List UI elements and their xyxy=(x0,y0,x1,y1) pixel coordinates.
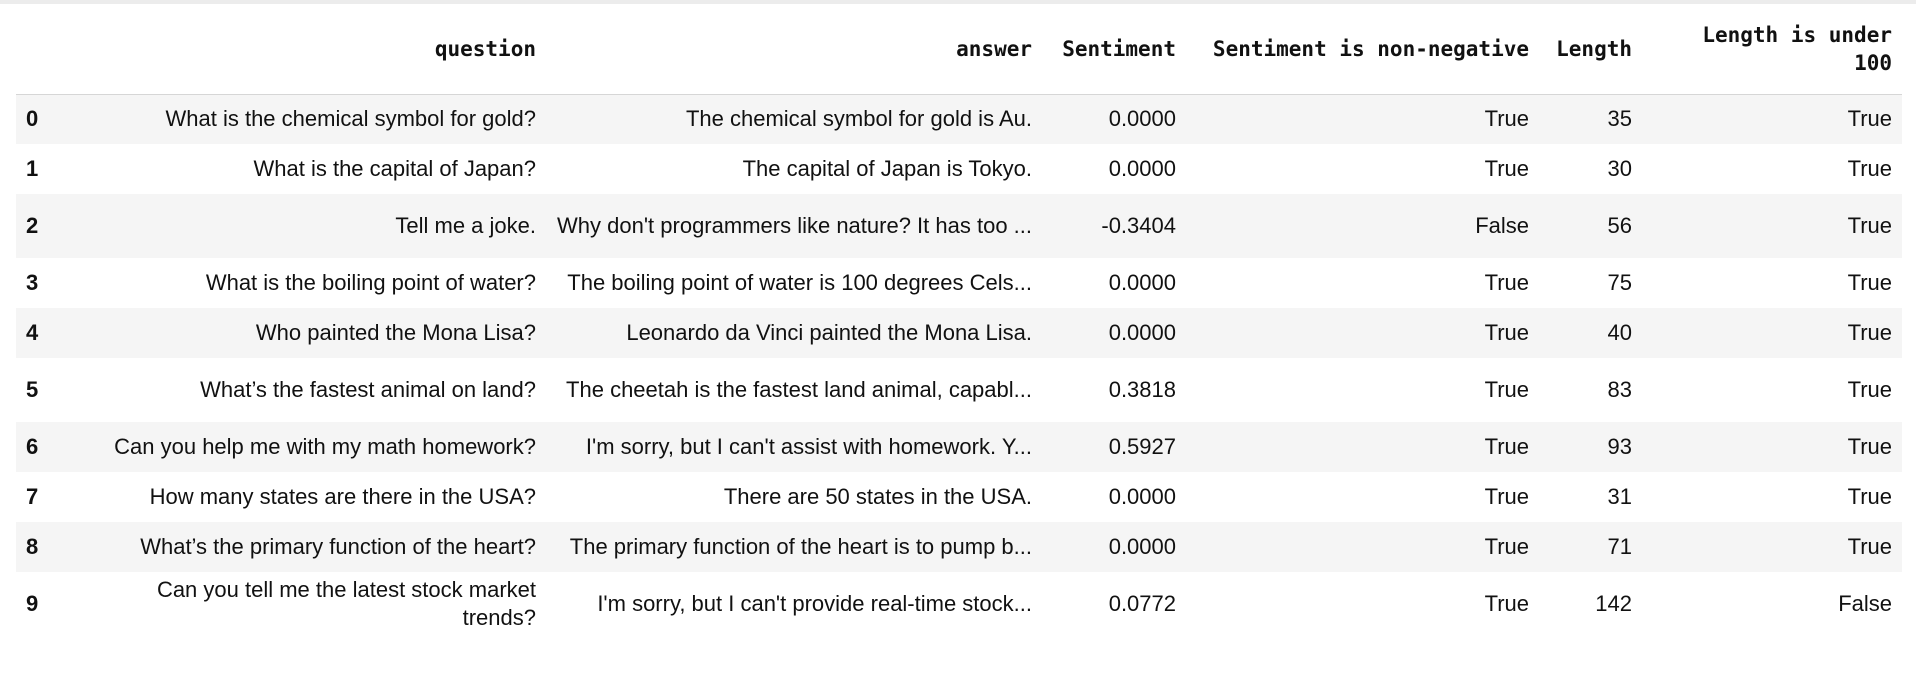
sentiment-cell: 0.0000 xyxy=(1108,320,1176,345)
answer-cell: Leonardo da Vinci painted the Mona Lisa. xyxy=(626,320,1032,345)
question-cell: How many states are there in the USA? xyxy=(149,484,536,509)
column-header-length: Length xyxy=(1539,4,1642,95)
dataframe-table: question answer Sentiment Sentiment is n… xyxy=(16,4,1902,636)
question-cell: What’s the primary function of the heart… xyxy=(140,534,536,559)
length-under-100-cell: True xyxy=(1847,377,1892,402)
row-index: 6 xyxy=(26,434,39,459)
answer-cell: The cheetah is the fastest land animal, … xyxy=(566,377,1032,402)
length-under-100-cell: True xyxy=(1847,156,1892,181)
row-index: 0 xyxy=(26,106,39,132)
length-under-100-cell: True xyxy=(1847,434,1892,459)
table-row: 0 What is the chemical symbol for gold? … xyxy=(16,94,1902,144)
header-row: question answer Sentiment Sentiment is n… xyxy=(16,4,1902,95)
sentiment-non-negative-cell: True xyxy=(1484,484,1529,509)
sentiment-cell: 0.0000 xyxy=(1108,106,1176,132)
question-cell: What is the boiling point of water? xyxy=(205,270,536,295)
length-cell: 83 xyxy=(1607,377,1632,402)
column-header-length-under-100: Length is under 100 xyxy=(1642,4,1902,95)
table-row: 8 What’s the primary function of the hea… xyxy=(16,522,1902,572)
length-under-100-cell: True xyxy=(1847,534,1892,559)
sentiment-cell: 0.0000 xyxy=(1108,484,1176,509)
question-cell: What is the chemical symbol for gold? xyxy=(165,106,537,132)
row-index: 5 xyxy=(26,377,39,402)
column-header-sentiment: Sentiment xyxy=(1042,4,1186,95)
sentiment-cell: 0.0000 xyxy=(1108,156,1176,181)
sentiment-non-negative-cell: True xyxy=(1484,106,1529,132)
table-row: 1 What is the capital of Japan? The capi… xyxy=(16,144,1902,194)
sentiment-non-negative-cell: True xyxy=(1484,434,1529,459)
sentiment-non-negative-cell: True xyxy=(1484,591,1529,616)
length-under-100-cell: True xyxy=(1847,484,1892,509)
column-header-sentiment-non-negative: Sentiment is non-negative xyxy=(1186,4,1539,95)
length-under-100-cell: True xyxy=(1847,106,1892,132)
length-cell: 35 xyxy=(1607,106,1632,132)
answer-cell: The boiling point of water is 100 degree… xyxy=(567,270,1032,295)
row-index: 2 xyxy=(26,213,39,238)
answer-cell: The capital of Japan is Tokyo. xyxy=(742,156,1032,181)
sentiment-non-negative-cell: True xyxy=(1484,320,1529,345)
question-cell: Can you tell me the latest stock market … xyxy=(156,577,536,630)
row-index: 7 xyxy=(26,484,39,509)
row-index: 8 xyxy=(26,534,39,559)
length-cell: 40 xyxy=(1607,320,1632,345)
answer-cell: The primary function of the heart is to … xyxy=(569,534,1032,559)
sentiment-cell: -0.3404 xyxy=(1101,213,1176,238)
sentiment-non-negative-cell: True xyxy=(1484,156,1529,181)
sentiment-non-negative-cell: True xyxy=(1484,377,1529,402)
column-header-question: question xyxy=(78,4,546,95)
output-top-strip xyxy=(0,0,1916,4)
question-cell: Who painted the Mona Lisa? xyxy=(255,320,536,345)
sentiment-cell: 0.0000 xyxy=(1108,270,1176,295)
sentiment-cell: 0.5927 xyxy=(1108,434,1176,459)
length-cell: 30 xyxy=(1607,156,1632,181)
sentiment-cell: 0.0000 xyxy=(1108,534,1176,559)
length-cell: 75 xyxy=(1607,270,1632,295)
sentiment-non-negative-cell: True xyxy=(1484,534,1529,559)
length-cell: 31 xyxy=(1607,484,1632,509)
length-cell: 142 xyxy=(1595,591,1632,616)
length-under-100-cell: False xyxy=(1838,591,1892,616)
table-row: 9 Can you tell me the latest stock marke… xyxy=(16,572,1902,636)
row-index: 3 xyxy=(26,270,39,295)
answer-cell: Why don't programmers like nature? It ha… xyxy=(557,213,1032,238)
answer-cell: There are 50 states in the USA. xyxy=(723,484,1032,509)
row-index: 4 xyxy=(26,320,39,345)
answer-cell: The chemical symbol for gold is Au. xyxy=(685,106,1032,132)
row-index: 9 xyxy=(26,591,39,616)
length-cell: 93 xyxy=(1607,434,1632,459)
row-index: 1 xyxy=(26,156,39,181)
answer-cell: I'm sorry, but I can't assist with homew… xyxy=(585,434,1032,459)
length-under-100-cell: True xyxy=(1847,270,1892,295)
length-under-100-cell: True xyxy=(1847,213,1892,238)
table-row: 2 Tell me a joke. Why don't programmers … xyxy=(16,194,1902,258)
sentiment-non-negative-cell: False xyxy=(1475,213,1529,238)
table-row: 7 How many states are there in the USA? … xyxy=(16,472,1902,522)
table-row: 4 Who painted the Mona Lisa? Leonardo da… xyxy=(16,308,1902,358)
table-row: 3 What is the boiling point of water? Th… xyxy=(16,258,1902,308)
question-cell: What is the capital of Japan? xyxy=(253,156,537,181)
column-header-answer: answer xyxy=(546,4,1042,95)
table-row: 5 What’s the fastest animal on land? The… xyxy=(16,358,1902,422)
column-header-index xyxy=(16,4,78,95)
length-under-100-cell: True xyxy=(1847,320,1892,345)
dataframe-output: question answer Sentiment Sentiment is n… xyxy=(16,4,1902,636)
question-cell: Can you help me with my math homework? xyxy=(114,434,536,459)
answer-cell: I'm sorry, but I can't provide real-time… xyxy=(597,591,1032,616)
length-cell: 56 xyxy=(1607,213,1632,238)
length-cell: 71 xyxy=(1607,534,1632,559)
question-cell: Tell me a joke. xyxy=(395,213,536,238)
table-row: 6 Can you help me with my math homework?… xyxy=(16,422,1902,472)
question-cell: What’s the fastest animal on land? xyxy=(200,377,536,402)
sentiment-cell: 0.0772 xyxy=(1108,591,1176,616)
sentiment-non-negative-cell: True xyxy=(1484,270,1529,295)
sentiment-cell: 0.3818 xyxy=(1108,377,1176,402)
